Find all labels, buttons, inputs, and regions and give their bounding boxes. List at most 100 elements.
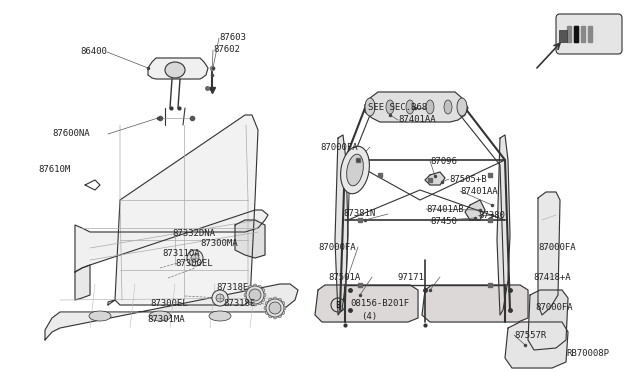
Polygon shape <box>75 210 268 272</box>
Circle shape <box>253 302 257 306</box>
Polygon shape <box>335 135 348 315</box>
Text: B: B <box>335 301 341 310</box>
Text: 87557R: 87557R <box>514 330 547 340</box>
Text: 87600NA: 87600NA <box>52 129 90 138</box>
Circle shape <box>281 311 285 314</box>
Circle shape <box>257 285 262 289</box>
Ellipse shape <box>89 311 111 321</box>
Text: 87401AB: 87401AB <box>426 205 463 214</box>
Text: 87418+A: 87418+A <box>533 273 571 282</box>
Polygon shape <box>148 58 208 79</box>
Text: 08156-B201F: 08156-B201F <box>350 299 409 308</box>
Text: 97171: 97171 <box>398 273 425 282</box>
Polygon shape <box>422 285 528 322</box>
Circle shape <box>257 301 262 305</box>
Polygon shape <box>588 26 592 42</box>
Text: 87000FA: 87000FA <box>535 302 573 311</box>
Ellipse shape <box>165 62 185 78</box>
Circle shape <box>246 286 264 304</box>
Polygon shape <box>574 26 578 42</box>
Ellipse shape <box>149 311 171 321</box>
Ellipse shape <box>406 100 414 114</box>
Circle shape <box>253 284 257 288</box>
Polygon shape <box>528 290 568 350</box>
Text: 87501A: 87501A <box>328 273 360 282</box>
Circle shape <box>191 254 199 262</box>
Polygon shape <box>574 26 578 42</box>
Polygon shape <box>538 192 560 315</box>
Circle shape <box>278 314 282 318</box>
Circle shape <box>278 298 282 302</box>
Text: 87096: 87096 <box>430 157 457 166</box>
Ellipse shape <box>340 146 369 194</box>
Ellipse shape <box>457 98 467 116</box>
Text: 87300MA: 87300MA <box>200 240 237 248</box>
Ellipse shape <box>209 311 231 321</box>
Circle shape <box>282 306 286 310</box>
Circle shape <box>264 306 268 310</box>
Text: 87332DNA: 87332DNA <box>172 228 215 237</box>
Text: 87602: 87602 <box>213 45 240 55</box>
Circle shape <box>187 250 203 266</box>
Circle shape <box>273 297 277 301</box>
Text: 87401AA: 87401AA <box>460 186 498 196</box>
Text: RB70008P: RB70008P <box>566 350 609 359</box>
Text: 87300EL: 87300EL <box>175 260 212 269</box>
Circle shape <box>269 298 273 302</box>
Polygon shape <box>235 220 265 258</box>
FancyBboxPatch shape <box>556 14 622 54</box>
Text: 87401AA: 87401AA <box>398 115 436 125</box>
Text: 87610M: 87610M <box>38 166 70 174</box>
Text: 87318E: 87318E <box>223 299 255 308</box>
Polygon shape <box>75 265 90 300</box>
Circle shape <box>260 289 265 292</box>
Circle shape <box>216 294 224 302</box>
Polygon shape <box>581 26 585 42</box>
Circle shape <box>273 315 277 319</box>
Text: 87000FA: 87000FA <box>538 243 575 251</box>
Circle shape <box>265 311 269 314</box>
Circle shape <box>245 289 249 292</box>
Circle shape <box>269 314 273 318</box>
Text: 87505+B: 87505+B <box>449 174 486 183</box>
Text: 87301MA: 87301MA <box>147 315 184 324</box>
Ellipse shape <box>347 154 364 186</box>
Text: (4): (4) <box>361 312 377 321</box>
Text: 87318E: 87318E <box>216 282 248 292</box>
Text: 87380: 87380 <box>478 211 505 219</box>
Ellipse shape <box>386 100 394 114</box>
Polygon shape <box>567 26 571 42</box>
Circle shape <box>262 293 266 297</box>
Polygon shape <box>45 284 298 340</box>
Text: 87000FA: 87000FA <box>320 142 358 151</box>
Polygon shape <box>365 92 468 122</box>
Circle shape <box>212 290 228 306</box>
Text: 87300EL: 87300EL <box>150 299 188 308</box>
Ellipse shape <box>365 98 375 116</box>
Text: 87000FA: 87000FA <box>318 243 356 251</box>
Text: SEE SEC.B68: SEE SEC.B68 <box>368 103 427 112</box>
Circle shape <box>281 301 285 305</box>
Text: 87311OA: 87311OA <box>162 250 200 259</box>
Polygon shape <box>465 200 485 220</box>
Circle shape <box>265 301 269 305</box>
Polygon shape <box>425 172 445 185</box>
Circle shape <box>249 289 261 301</box>
Circle shape <box>266 299 284 317</box>
Polygon shape <box>315 285 418 322</box>
Bar <box>559 30 567 42</box>
Circle shape <box>269 302 281 314</box>
Text: 86400: 86400 <box>80 48 107 57</box>
Ellipse shape <box>444 100 452 114</box>
Circle shape <box>260 298 265 301</box>
Circle shape <box>248 285 253 289</box>
Circle shape <box>245 298 249 301</box>
Circle shape <box>248 301 253 305</box>
Text: 87603: 87603 <box>219 33 246 42</box>
Polygon shape <box>497 135 510 315</box>
Circle shape <box>244 293 248 297</box>
Text: 87450: 87450 <box>430 217 457 225</box>
Ellipse shape <box>426 100 434 114</box>
Polygon shape <box>108 115 258 305</box>
Text: 87381N: 87381N <box>343 209 375 218</box>
